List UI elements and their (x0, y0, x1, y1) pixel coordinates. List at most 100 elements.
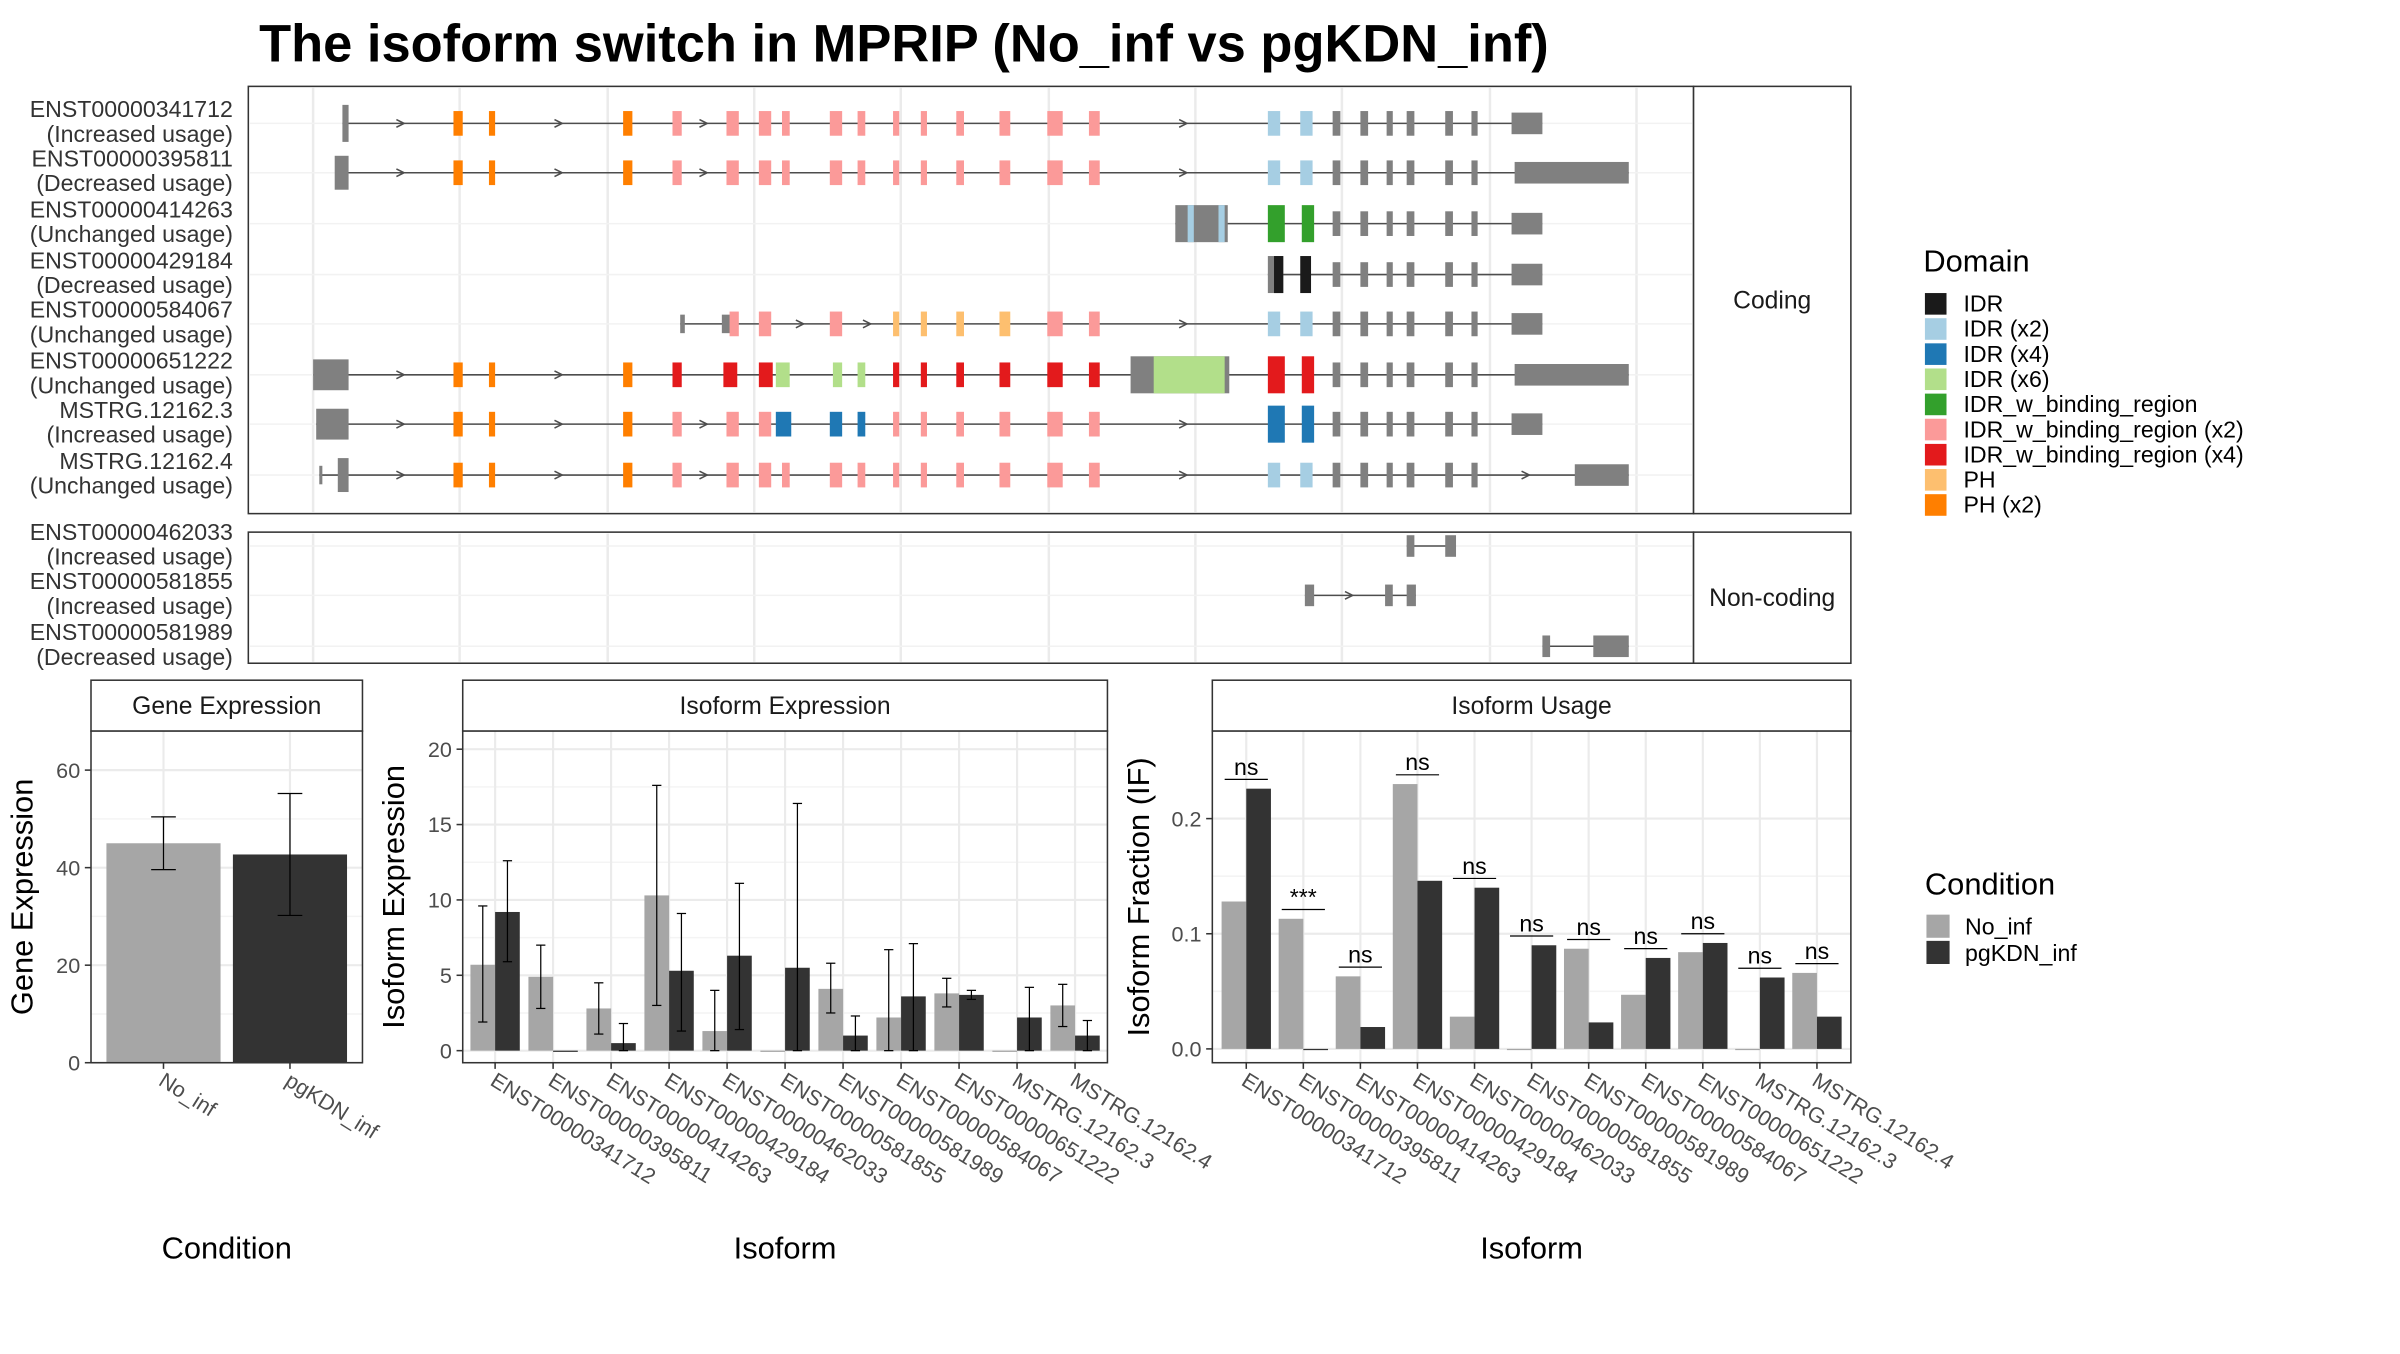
exon (1360, 362, 1369, 388)
domain-legend-swatch (1924, 393, 1947, 416)
domain-exon (1218, 205, 1225, 243)
domain-exon (1047, 362, 1063, 388)
transcript-usage-label: (Unchanged usage) (30, 221, 233, 247)
domain-exon (453, 362, 463, 388)
exon (1445, 111, 1453, 136)
y-axis-title: Isoform Expression (376, 765, 411, 1029)
domain-exon (956, 362, 964, 388)
transcript-track (316, 405, 1543, 443)
transcript-id-label: ENST00000651222 (30, 348, 233, 374)
domain-exon (1301, 205, 1315, 243)
domain-exon (672, 111, 682, 136)
transcript-id-label: ENST00000414263 (30, 196, 233, 222)
domain-legend-label: IDR_w_binding_region (x4) (1963, 441, 2243, 467)
exon (1445, 262, 1453, 287)
transcript-id-label: ENST00000395811 (31, 146, 232, 172)
domain-exon (857, 160, 866, 186)
condition-legend-label: No_inf (1965, 914, 2032, 940)
domain-exon (829, 311, 843, 337)
strand-arrow (554, 118, 564, 128)
isoform-usage-chart: Isoform Usage ns *** ns ns ns ns ns ns ns ns ns 0.0 0… (1121, 679, 1959, 1266)
transcript-id-label: ENST00000429184 (30, 247, 233, 273)
domain-exon (893, 462, 900, 488)
domain-exon (956, 462, 964, 488)
transcript-usage-label: (Decreased usage) (36, 170, 233, 196)
domain-exon (726, 411, 739, 437)
domain-exon (857, 111, 866, 136)
exon (1511, 313, 1543, 335)
domain-exon (453, 411, 463, 437)
domain-exon (726, 111, 739, 136)
domain-exon (920, 411, 927, 437)
strand-arrow (396, 470, 406, 480)
panel-strip (1211, 679, 1852, 732)
domain-exon (857, 362, 866, 388)
x-tick-label: pgKDN_inf (281, 1067, 384, 1144)
x-axis-title: Isoform (734, 1231, 837, 1266)
exon (1386, 462, 1393, 488)
bar (553, 1050, 578, 1052)
figure-title: The isoform switch in MPRIP (No_inf vs p… (259, 16, 1549, 74)
strand-arrow (1344, 590, 1355, 600)
y-axis-title: Isoform Fraction (IF) (1121, 757, 1156, 1036)
domain-exon (758, 462, 772, 488)
domain-exon (1267, 205, 1285, 243)
domain-exon (893, 160, 900, 186)
bar (1246, 788, 1271, 1049)
domain-exon (999, 462, 1011, 488)
transcript-id-label: ENST00000584067 (30, 297, 233, 323)
strand-arrow (554, 168, 564, 178)
significance-label: ns (1634, 923, 1658, 949)
domain-exon (1088, 411, 1100, 437)
domain-exon (1301, 356, 1315, 394)
domain-legend-swatch (1924, 469, 1947, 491)
transcript-track (1304, 584, 1416, 607)
exon (1406, 535, 1415, 557)
domain-exon (623, 411, 633, 437)
domain-exon (1267, 111, 1281, 136)
exon (1332, 160, 1341, 186)
transcript-id-label: ENST00000581855 (30, 568, 233, 594)
significance-label: ns (1691, 908, 1715, 934)
domain-exon (781, 111, 790, 136)
bar (1506, 1048, 1532, 1051)
domain-exon (920, 311, 927, 337)
exon (1386, 160, 1393, 186)
noncoding-structure-panel: Non-coding (247, 531, 1852, 665)
domain-exon (1047, 411, 1063, 437)
y-tick-label: 0 (440, 1038, 452, 1063)
exon (319, 465, 323, 485)
domain-exon (1047, 311, 1063, 337)
transcript-usage-label: (Decreased usage) (36, 272, 233, 298)
domain-exon (857, 462, 866, 488)
domain-legend-label: IDR_w_binding_region (x2) (1963, 416, 2243, 442)
exon (1406, 211, 1415, 236)
domain-exon (623, 462, 633, 488)
domain-exon (1047, 111, 1063, 136)
y-tick-label: 0.2 (1172, 806, 1202, 831)
strand-arrow (554, 419, 564, 429)
bar (1759, 977, 1785, 1049)
transcript-track (319, 458, 1629, 493)
significance-label: ns (1576, 914, 1600, 940)
domain-exon (956, 111, 964, 136)
significance-label: *** (1290, 884, 1317, 910)
transcript-track (342, 104, 1543, 142)
domain-exon (623, 111, 633, 136)
transcript-usage-label: (Increased usage) (47, 121, 233, 147)
exon (1542, 635, 1551, 658)
panel-strip-label: Gene Expression (132, 693, 321, 720)
strand-arrow (1178, 470, 1189, 480)
exon (1386, 111, 1393, 136)
domain-legend-title: Domain (1923, 243, 2029, 278)
coding-transcript-labels: ENST00000341712(Increased usage)ENST0000… (30, 96, 233, 498)
domain-exon (1047, 160, 1063, 186)
transcript-usage-label: (Unchanged usage) (30, 372, 233, 398)
domain-legend-swatch (1924, 418, 1947, 441)
domain-exon (956, 160, 964, 186)
y-tick-label: 20 (56, 953, 80, 978)
bar (1735, 1048, 1760, 1051)
